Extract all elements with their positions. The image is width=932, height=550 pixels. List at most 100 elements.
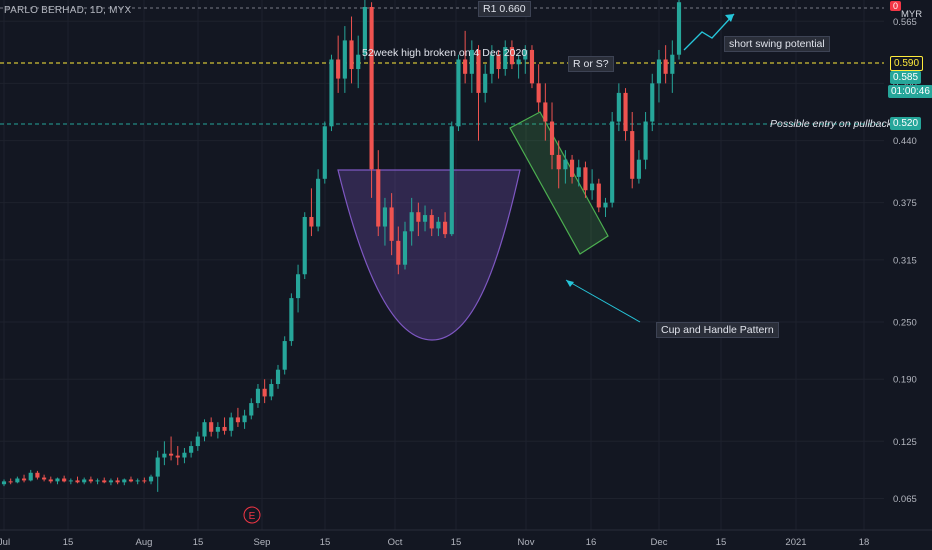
x-tick-label: Dec: [651, 537, 668, 548]
projection-arrow-head: [725, 14, 734, 22]
candle-body: [610, 121, 615, 203]
x-tick-label: 16: [586, 537, 597, 548]
chart-grid: [0, 0, 884, 530]
y-tick-label: 0.065: [893, 494, 917, 505]
candle-body: [456, 59, 461, 127]
candle-body: [249, 403, 254, 416]
candle-body: [222, 426, 227, 431]
candle-body: [135, 480, 140, 482]
candle-body: [102, 480, 107, 483]
currency-label: MYR: [901, 9, 923, 20]
candle-body: [576, 167, 581, 177]
candle-body: [543, 102, 548, 122]
candle-body: [329, 59, 334, 127]
r1-label: R1 0.660: [478, 1, 531, 17]
candle-body: [436, 221, 441, 229]
candle-body: [409, 212, 414, 232]
candle-body: [603, 202, 608, 208]
candle-body: [269, 384, 274, 397]
candle-body: [416, 212, 421, 222]
last-price-badge: 0.585: [890, 71, 922, 84]
candle-body: [162, 453, 167, 458]
candle-body: [443, 221, 448, 235]
x-tick-label: Nov: [518, 537, 535, 548]
candle-body: [95, 480, 100, 482]
candle-body: [496, 54, 501, 70]
candle-body: [275, 369, 281, 385]
candle-body: [342, 40, 347, 79]
candle-body: [28, 472, 33, 481]
candle-body: [148, 476, 154, 482]
candle-body: [1, 481, 7, 485]
countdown-badge: 01:00:46: [888, 85, 932, 98]
candle-body: [75, 480, 80, 483]
candle-body: [175, 455, 180, 458]
candle-body: [636, 159, 641, 179]
candle-body: [182, 452, 187, 458]
candle-body: [569, 159, 575, 177]
x-tick-label: Jul: [0, 537, 10, 548]
candle-body: [536, 83, 541, 103]
candle-body: [356, 54, 361, 70]
candle-body: [35, 472, 40, 478]
candle-body: [596, 183, 601, 208]
candle-body: [362, 6, 367, 55]
candle-body: [316, 178, 321, 227]
candle-body: [369, 6, 374, 170]
candle-body: [262, 388, 267, 397]
r1-price-badge: 0: [890, 1, 902, 11]
x-tick-label: 2021: [785, 537, 806, 548]
candle-body: [349, 40, 354, 70]
candle-body: [623, 92, 628, 132]
y-tick-label: 0.315: [893, 255, 917, 266]
x-tick-label: 15: [716, 537, 727, 548]
candle-body: [509, 47, 514, 65]
x-tick-label: 18: [859, 537, 870, 548]
candle-body: [122, 479, 127, 483]
high-broken-note: 52week high broken on 4 Dec 2020: [362, 47, 528, 59]
candle-body: [549, 121, 555, 155]
candle-body: [663, 59, 668, 74]
candle-body: [55, 478, 60, 482]
candle-body: [302, 216, 307, 275]
candle-body: [583, 167, 588, 191]
chart-title: PARLO BERHAD, 1D, MYX: [4, 5, 132, 16]
candle-body: [483, 73, 488, 93]
entry-price-badge: 0.520: [890, 117, 922, 130]
candle-body: [389, 207, 394, 241]
candle-body: [282, 341, 287, 370]
x-tick-label: 15: [320, 537, 331, 548]
candle-body: [21, 478, 27, 481]
candle-body: [503, 47, 508, 70]
candle-body: [322, 126, 327, 179]
candle-body: [215, 426, 220, 432]
candle-body: [396, 240, 401, 265]
candle-body: [489, 54, 494, 74]
candle-body: [82, 479, 87, 483]
x-tick-label: Sep: [254, 537, 271, 548]
earnings-marker-label: E: [249, 511, 256, 522]
candle-body: [229, 417, 234, 431]
candle-body: [155, 457, 160, 477]
candle-body: [656, 59, 662, 84]
y-tick-label: 0.190: [893, 375, 917, 386]
possible-entry-note: Possible entry on pullback: [770, 118, 892, 130]
candle-body: [590, 183, 595, 191]
candle-body: [62, 478, 67, 482]
candle-body: [115, 480, 120, 483]
cup-handle-note: Cup and Handle Pattern: [656, 322, 779, 338]
candle-body: [670, 54, 675, 74]
candle-body: [516, 59, 521, 65]
candle-body: [449, 126, 454, 235]
candle-body: [529, 49, 535, 84]
candle-body: [128, 479, 134, 482]
candle-body: [48, 479, 53, 482]
candle-body: [402, 231, 408, 265]
candle-body: [422, 215, 428, 222]
candle-body: [376, 169, 381, 227]
candle-body: [650, 83, 655, 122]
candle-body: [469, 49, 474, 74]
candle-body: [195, 436, 200, 447]
